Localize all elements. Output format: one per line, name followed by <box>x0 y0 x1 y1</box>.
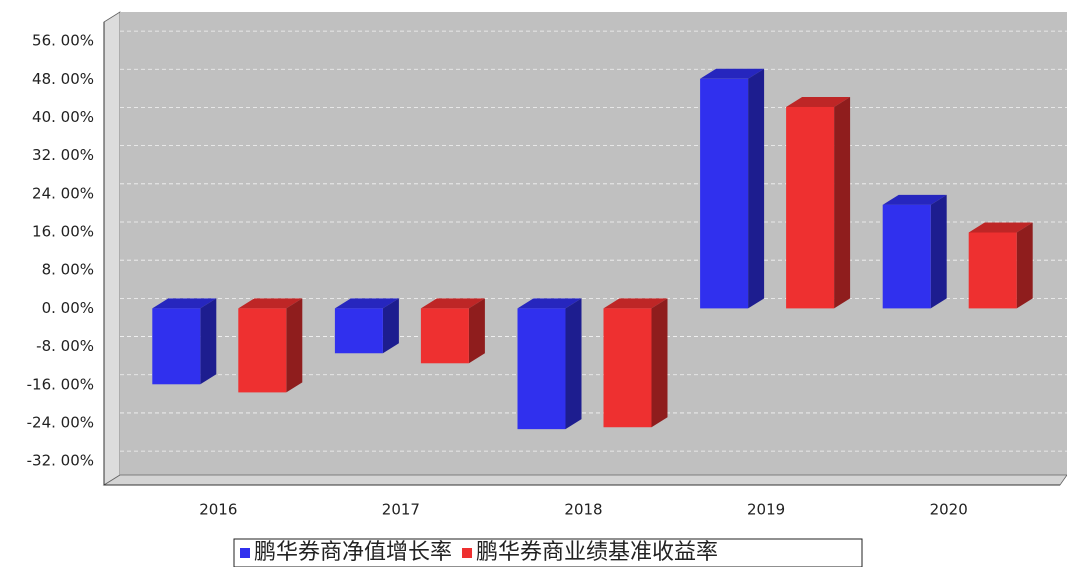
legend-box <box>233 538 863 567</box>
bar-side <box>930 194 947 309</box>
left-wall <box>103 11 121 486</box>
bar <box>700 68 765 309</box>
y-tick-label: 40. 00% <box>32 108 94 126</box>
y-tick-label: -24. 00% <box>27 413 94 431</box>
x-tick-label: 2020 <box>930 501 968 519</box>
y-tick-label: 24. 00% <box>32 184 94 202</box>
bar-top <box>334 298 399 309</box>
legend-swatch <box>462 548 473 558</box>
bar-top <box>517 298 582 309</box>
bar-side <box>748 68 765 309</box>
bar-top <box>786 96 851 107</box>
bar-front <box>882 204 931 309</box>
bar-side <box>286 298 303 393</box>
y-tick-label: 32. 00% <box>32 146 94 164</box>
bar-top <box>968 222 1033 233</box>
bar-side <box>565 298 582 430</box>
y-tick-label: -16. 00% <box>27 375 94 393</box>
legend-swatch <box>240 548 250 558</box>
bar-front <box>334 308 383 354</box>
bar-front <box>968 232 1017 309</box>
bar-front <box>786 106 835 309</box>
x-tick-label: 2016 <box>199 501 237 519</box>
bar-front <box>420 308 469 364</box>
bar-side <box>468 298 485 364</box>
y-tick-label: -32. 00% <box>27 452 94 470</box>
bar <box>786 96 851 309</box>
bar-top <box>882 194 947 205</box>
bar-front <box>700 78 749 309</box>
bar-top <box>152 298 217 309</box>
bar <box>238 298 303 393</box>
bar-top <box>603 298 668 309</box>
bar <box>603 298 668 428</box>
legend-label: 鹏华券商净值增长率 <box>254 540 452 565</box>
bar-top <box>420 298 485 309</box>
bar <box>152 298 217 385</box>
y-tick-label: 0. 00% <box>42 299 94 317</box>
bar <box>420 298 485 364</box>
bar-front <box>152 308 201 385</box>
bar-top <box>238 298 303 309</box>
bar-side <box>834 96 851 309</box>
x-tick-label: 2017 <box>382 501 420 519</box>
bar <box>517 298 582 430</box>
y-tick-label: 8. 00% <box>42 261 94 279</box>
bar <box>334 298 399 354</box>
bar-side <box>200 298 217 385</box>
bar <box>882 194 947 309</box>
y-tick-label: -8. 00% <box>36 337 94 355</box>
x-tick-label: 2019 <box>747 501 785 519</box>
x-tick-label: 2018 <box>564 501 602 519</box>
y-tick-label: 56. 00% <box>32 32 94 50</box>
bar-front <box>517 308 566 430</box>
bar-top <box>700 68 765 79</box>
bar-front <box>603 308 652 428</box>
bar-side <box>651 298 668 428</box>
bar-side <box>382 298 399 354</box>
legend-label: 鹏华券商业绩基准收益率 <box>476 540 718 565</box>
y-tick-label: 48. 00% <box>32 70 94 88</box>
bar-front <box>238 308 287 393</box>
floor <box>102 474 1067 486</box>
y-tick-label: 16. 00% <box>32 223 94 241</box>
bar-side <box>1016 222 1033 309</box>
bar <box>968 222 1033 309</box>
